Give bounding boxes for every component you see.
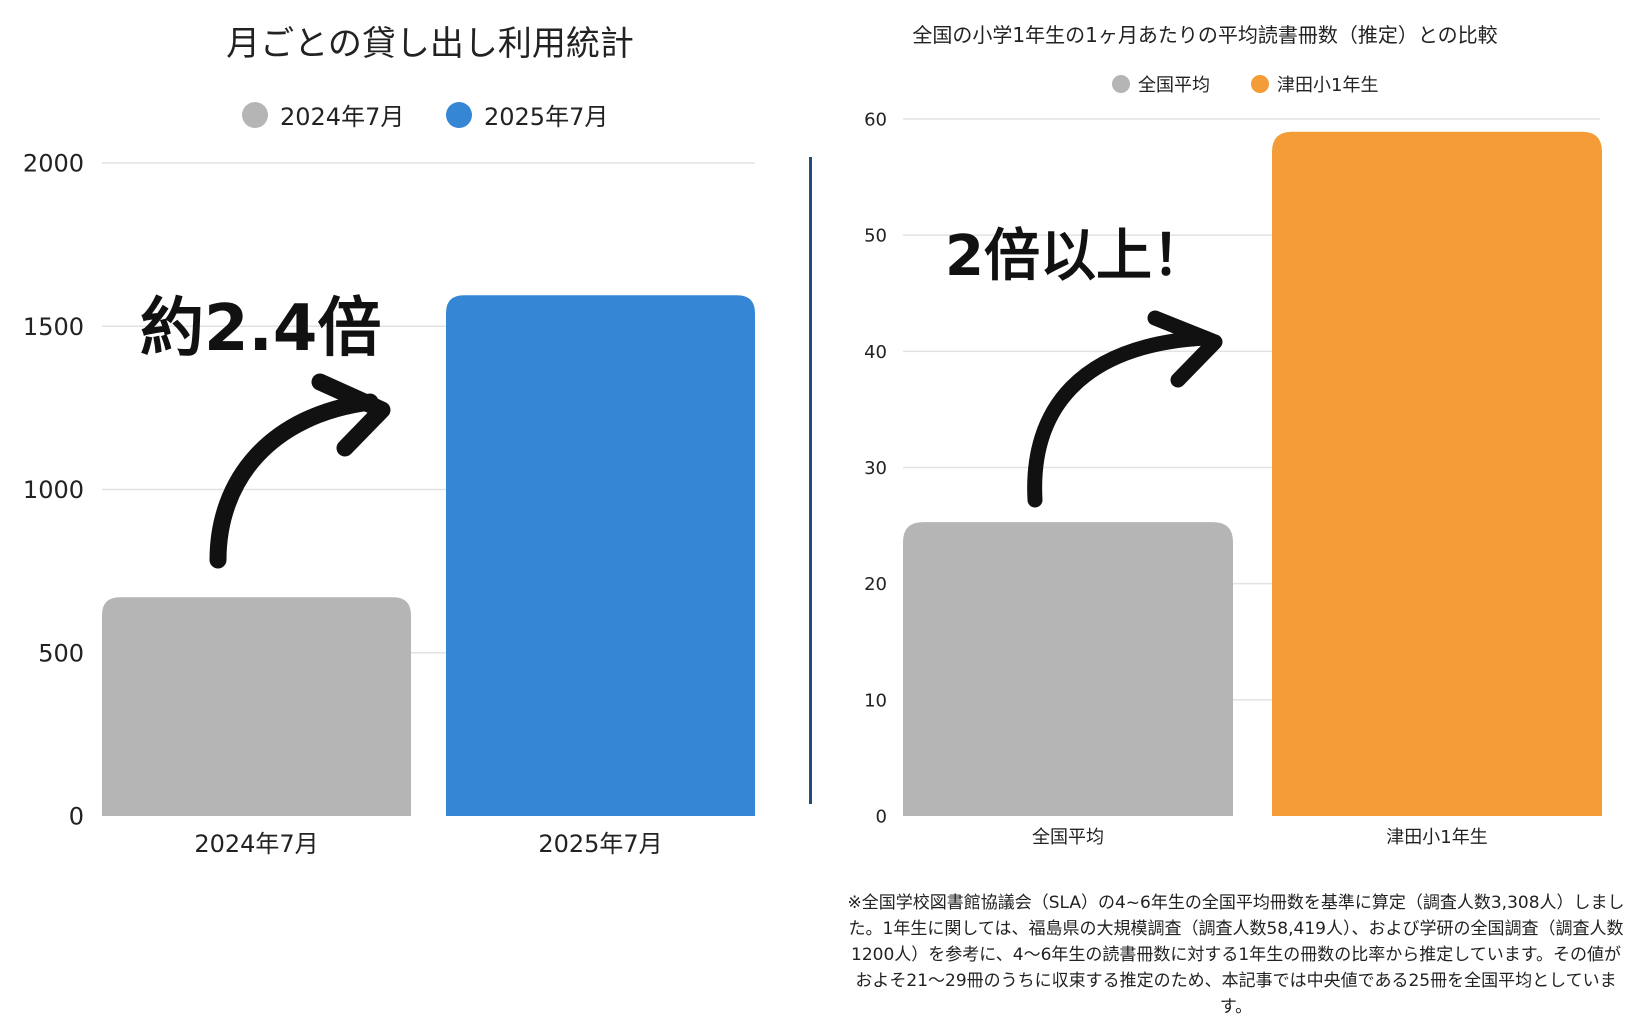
y-axis-ticks: 0 10 20 30 40 50 60 [864, 109, 887, 827]
legend-label-tsuda: 津田小1年生 [1277, 75, 1378, 96]
bars [903, 131, 1602, 817]
y-tick-label: 0 [69, 803, 84, 831]
y-tick-label: 1000 [23, 476, 84, 504]
y-axis-ticks: 0 500 1000 1500 2000 [23, 150, 84, 831]
legend-swatch-2025 [446, 102, 472, 128]
y-tick-label: 1500 [23, 313, 84, 341]
y-tick-label: 20 [864, 574, 887, 595]
legend-swatch-2024 [242, 102, 268, 128]
right-chart-panel: 全国の小学1年生の1ヶ月あたりの平均読書冊数（推定）との比較 全国平均 津田小1… [820, 0, 1630, 1026]
legend-label-2024: 2024年7月 [280, 103, 404, 131]
legend-label-national: 全国平均 [1138, 75, 1210, 96]
y-tick-label: 500 [38, 639, 84, 667]
y-tick-label: 30 [864, 458, 887, 479]
bar-1 [102, 597, 411, 816]
y-tick-label: 2000 [23, 150, 84, 178]
arrow-shaft-icon [1027, 330, 1213, 508]
x-tick-label: 津田小1年生 [1386, 827, 1487, 848]
y-tick-label: 50 [864, 226, 887, 247]
x-tick-label: 全国平均 [1032, 827, 1104, 848]
loan-stats-chart: 月ごとの貸し出し利用統計 2024年7月 2025年7月 0 500 1000 150… [23, 24, 755, 858]
arrow-head-icon [1147, 310, 1223, 388]
chart-title: 全国の小学1年生の1ヶ月あたりの平均読書冊数（推定）との比較 [912, 23, 1497, 47]
y-tick-label: 10 [864, 690, 887, 711]
arrow-head-icon [311, 373, 391, 457]
y-tick-label: 40 [864, 342, 887, 363]
ratio-annotation: 2倍以上！ [945, 224, 1208, 289]
legend-label-2025: 2025年7月 [484, 103, 608, 131]
reading-comparison-chart: 全国の小学1年生の1ヶ月あたりの平均読書冊数（推定）との比較 全国平均 津田小1… [864, 23, 1602, 848]
x-axis-labels: 全国平均 津田小1年生 [1032, 827, 1488, 848]
bar-2 [1272, 131, 1602, 817]
bar-1 [903, 522, 1233, 816]
legend-swatch-national [1112, 75, 1130, 93]
y-tick-label: 0 [876, 806, 887, 827]
y-tick-label: 60 [864, 109, 887, 130]
chart-title: 月ごとの貸し出し利用統計 [226, 24, 634, 64]
x-axis-labels: 2024年7月 2025年7月 [194, 830, 662, 858]
bars [102, 295, 755, 816]
panel-divider [809, 157, 812, 804]
chart-legend: 2024年7月 2025年7月 [242, 102, 608, 131]
legend-swatch-tsuda [1251, 75, 1269, 93]
ratio-annotation: 約2.4倍 [140, 292, 381, 366]
x-tick-label: 2024年7月 [194, 830, 318, 858]
footnote: ※全国学校図書館協議会（SLA）の4~6年生の全国平均冊数を基準に算定（調査人数… [847, 893, 1625, 1017]
left-chart-panel: 月ごとの貸し出し利用統計 2024年7月 2025年7月 0 500 1000 150… [0, 0, 800, 1026]
bar-2 [446, 295, 755, 816]
x-tick-label: 2025年7月 [538, 830, 662, 858]
arrow-shaft-icon [209, 393, 379, 569]
chart-legend: 全国平均 津田小1年生 [1112, 75, 1378, 96]
